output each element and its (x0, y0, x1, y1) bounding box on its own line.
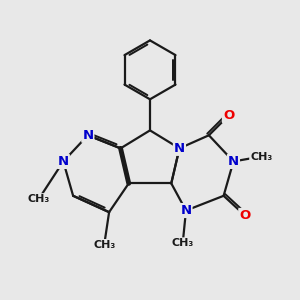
Text: N: N (228, 155, 239, 168)
Text: CH₃: CH₃ (93, 240, 115, 250)
Text: CH₃: CH₃ (250, 152, 272, 161)
Text: O: O (239, 209, 250, 222)
Text: CH₃: CH₃ (172, 238, 194, 248)
Text: O: O (223, 109, 234, 122)
Text: N: N (82, 129, 93, 142)
Text: N: N (58, 155, 69, 168)
Text: N: N (174, 142, 185, 155)
Text: CH₃: CH₃ (28, 194, 50, 204)
Text: N: N (180, 204, 192, 217)
